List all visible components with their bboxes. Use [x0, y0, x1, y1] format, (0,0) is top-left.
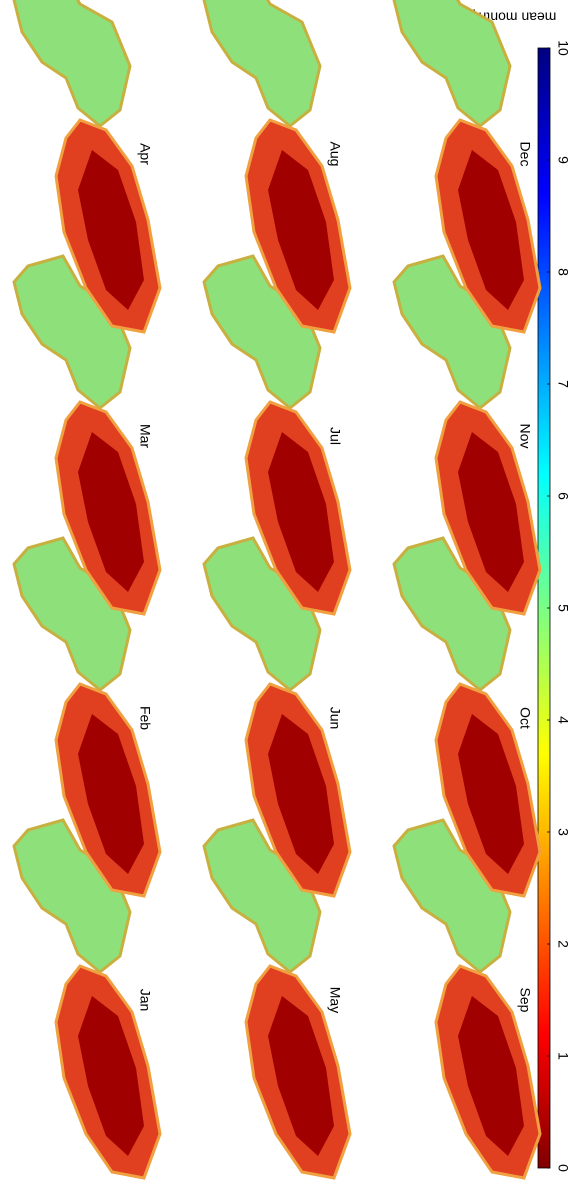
tick-label: 4 [555, 716, 571, 724]
tick-label: 10 [555, 40, 571, 56]
panel-label: Oct [517, 707, 533, 729]
panel-label: Jul [327, 427, 343, 445]
tick-label: 0 [555, 1164, 571, 1172]
panel-label: Sep [517, 988, 533, 1013]
panel-label: Mar [137, 424, 153, 448]
panel-label: Dec [517, 142, 533, 167]
panel-label: Aug [327, 142, 343, 167]
tick-label: 9 [555, 156, 571, 164]
map-north [14, 0, 130, 126]
tick-label: 2 [555, 940, 571, 948]
figure: mean monthly LAI 012345678910JanFebMarAp… [0, 0, 574, 1193]
map-north [204, 0, 320, 126]
tick-label: 1 [555, 1052, 571, 1060]
tick-label: 3 [555, 828, 571, 836]
panel-label: Jun [327, 707, 343, 730]
tick-label: 5 [555, 604, 571, 612]
tick-label: 8 [555, 268, 571, 276]
tick-label: 6 [555, 492, 571, 500]
panel-label: Nov [517, 424, 533, 449]
panel-label: Apr [137, 143, 153, 165]
panel-label: Feb [137, 706, 153, 730]
panel-label: May [327, 987, 343, 1013]
tick-label: 7 [555, 380, 571, 388]
panel-label: Jan [137, 989, 153, 1012]
